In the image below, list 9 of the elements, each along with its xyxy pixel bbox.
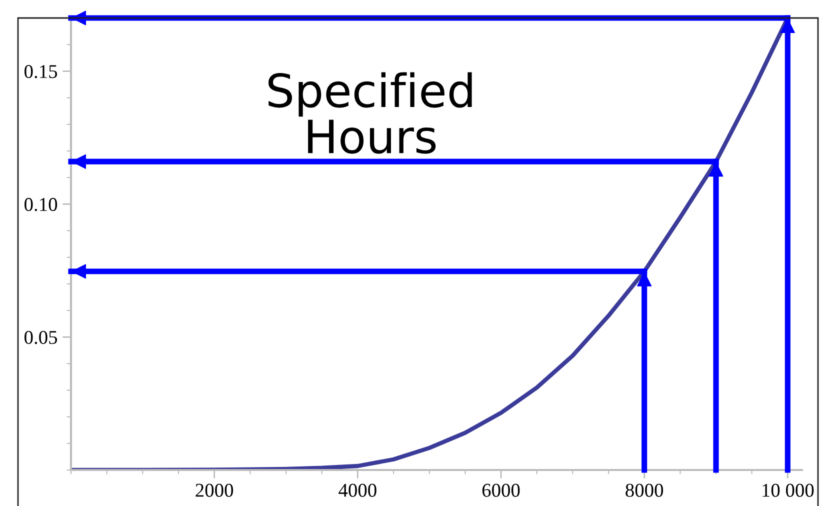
y-tick-label: 0.10 [24, 198, 58, 212]
x-tick-label: 6000 [482, 484, 520, 497]
x-tick-label: 8000 [626, 484, 664, 497]
x-tick-label: 2000 [196, 484, 234, 497]
x-tick-label: 10 000 [762, 484, 814, 497]
x-tick-label: 4000 [338, 484, 376, 497]
y-tick-label: 0.15 [24, 64, 58, 78]
y-tick-label: 0.05 [24, 330, 58, 344]
annotation: Specified Hours [268, 72, 472, 154]
